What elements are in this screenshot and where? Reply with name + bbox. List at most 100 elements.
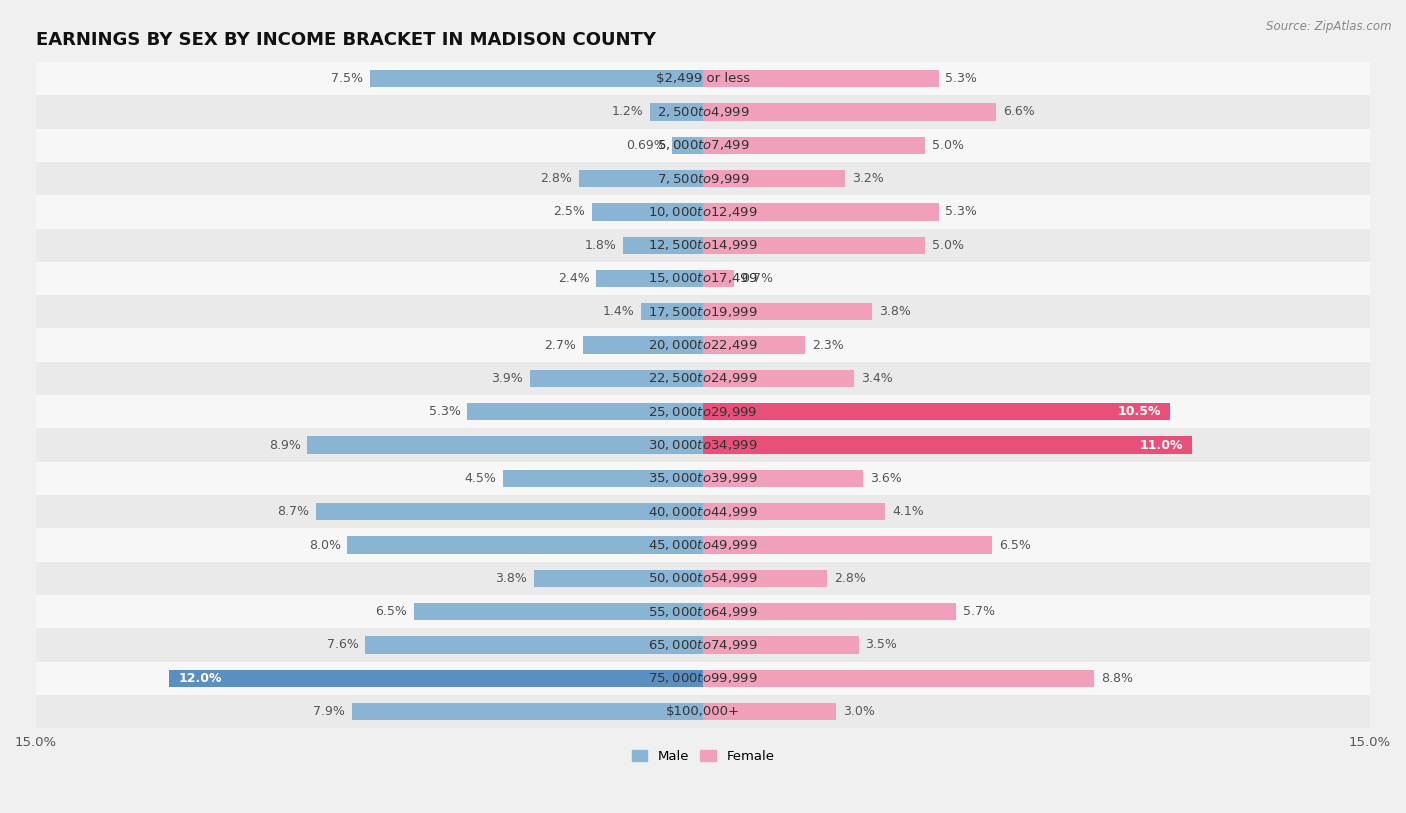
Bar (308, 437, 703, 454)
Bar (703, 370, 855, 387)
Text: 6.5%: 6.5% (375, 605, 408, 618)
Text: 5.3%: 5.3% (945, 72, 977, 85)
Text: $15,000 to $17,499: $15,000 to $17,499 (648, 272, 758, 285)
Bar (703, 103, 997, 120)
Text: $2,499 or less: $2,499 or less (657, 72, 749, 85)
Text: 11.0%: 11.0% (1140, 438, 1184, 451)
Bar (170, 670, 703, 687)
Text: $45,000 to $49,999: $45,000 to $49,999 (648, 538, 758, 552)
Text: Source: ZipAtlas.com: Source: ZipAtlas.com (1267, 20, 1392, 33)
Text: $35,000 to $39,999: $35,000 to $39,999 (648, 472, 758, 485)
Bar (37, 695, 1369, 728)
Bar (37, 428, 1369, 462)
Text: 6.6%: 6.6% (1002, 106, 1035, 119)
Bar (37, 228, 1369, 262)
Bar (703, 670, 1094, 687)
Bar (703, 337, 806, 354)
Bar (37, 328, 1369, 362)
Bar (703, 403, 1170, 420)
Text: 5.0%: 5.0% (932, 239, 965, 252)
Bar (703, 603, 956, 620)
Bar (641, 303, 703, 320)
Bar (703, 537, 993, 554)
Text: 3.8%: 3.8% (879, 306, 911, 319)
Text: 8.8%: 8.8% (1101, 672, 1133, 685)
Bar (592, 203, 703, 220)
Text: 10.5%: 10.5% (1118, 405, 1161, 418)
Text: 1.2%: 1.2% (612, 106, 643, 119)
Text: $75,000 to $99,999: $75,000 to $99,999 (648, 672, 758, 685)
Bar (703, 637, 859, 654)
Text: 2.8%: 2.8% (834, 572, 866, 585)
Text: 2.4%: 2.4% (558, 272, 589, 285)
Text: 5.0%: 5.0% (932, 139, 965, 152)
Bar (534, 570, 703, 587)
Text: 3.8%: 3.8% (495, 572, 527, 585)
Text: 5.7%: 5.7% (963, 605, 995, 618)
Text: 3.9%: 3.9% (491, 372, 523, 385)
Bar (650, 103, 703, 120)
Bar (37, 628, 1369, 662)
Bar (703, 237, 925, 254)
Text: 6.5%: 6.5% (998, 538, 1031, 551)
Bar (467, 403, 703, 420)
Bar (37, 128, 1369, 162)
Text: 8.0%: 8.0% (309, 538, 340, 551)
Bar (37, 562, 1369, 595)
Bar (37, 262, 1369, 295)
Text: EARNINGS BY SEX BY INCOME BRACKET IN MADISON COUNTY: EARNINGS BY SEX BY INCOME BRACKET IN MAD… (37, 31, 657, 50)
Text: 2.3%: 2.3% (811, 339, 844, 351)
Text: 3.2%: 3.2% (852, 172, 884, 185)
Bar (703, 470, 863, 487)
Text: $2,500 to $4,999: $2,500 to $4,999 (657, 105, 749, 119)
Text: $22,500 to $24,999: $22,500 to $24,999 (648, 372, 758, 385)
Bar (37, 95, 1369, 128)
Bar (623, 237, 703, 254)
Bar (37, 162, 1369, 195)
Text: 7.5%: 7.5% (330, 72, 363, 85)
Bar (37, 462, 1369, 495)
Bar (672, 137, 703, 154)
Text: 8.7%: 8.7% (277, 505, 309, 518)
Text: 4.5%: 4.5% (464, 472, 496, 485)
Text: 1.4%: 1.4% (602, 306, 634, 319)
Text: $100,000+: $100,000+ (666, 705, 740, 718)
Text: 5.3%: 5.3% (429, 405, 461, 418)
Bar (37, 362, 1369, 395)
Text: $40,000 to $44,999: $40,000 to $44,999 (648, 505, 758, 519)
Text: 2.8%: 2.8% (540, 172, 572, 185)
Bar (37, 195, 1369, 228)
Text: $50,000 to $54,999: $50,000 to $54,999 (648, 572, 758, 585)
Text: 12.0%: 12.0% (179, 672, 222, 685)
Bar (703, 70, 939, 87)
Text: 5.3%: 5.3% (945, 206, 977, 219)
Legend: Male, Female: Male, Female (626, 745, 780, 768)
Text: $55,000 to $64,999: $55,000 to $64,999 (648, 605, 758, 619)
Bar (703, 170, 845, 187)
Bar (703, 437, 1192, 454)
Bar (347, 537, 703, 554)
Text: 2.7%: 2.7% (544, 339, 576, 351)
Text: 3.0%: 3.0% (844, 705, 875, 718)
Text: 8.9%: 8.9% (269, 438, 301, 451)
Bar (596, 270, 703, 287)
Text: 3.5%: 3.5% (865, 638, 897, 651)
Text: 0.7%: 0.7% (741, 272, 773, 285)
Bar (352, 703, 703, 720)
Bar (703, 270, 734, 287)
Bar (703, 503, 886, 520)
Text: $12,500 to $14,999: $12,500 to $14,999 (648, 238, 758, 252)
Text: 1.8%: 1.8% (585, 239, 616, 252)
Text: 3.4%: 3.4% (860, 372, 893, 385)
Text: 3.6%: 3.6% (870, 472, 901, 485)
Bar (37, 295, 1369, 328)
Bar (503, 470, 703, 487)
Text: $7,500 to $9,999: $7,500 to $9,999 (657, 172, 749, 185)
Bar (316, 503, 703, 520)
Bar (37, 495, 1369, 528)
Bar (37, 662, 1369, 695)
Text: 2.5%: 2.5% (554, 206, 585, 219)
Text: 4.1%: 4.1% (891, 505, 924, 518)
Bar (578, 170, 703, 187)
Text: $10,000 to $12,499: $10,000 to $12,499 (648, 205, 758, 219)
